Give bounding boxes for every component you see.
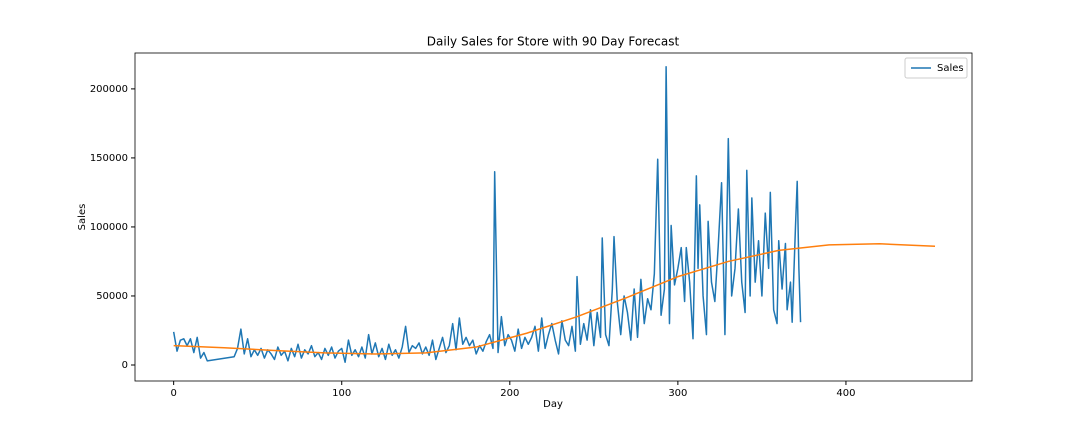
x-tick-label: 100 [332, 388, 351, 399]
y-axis-label: Sales [77, 204, 88, 231]
x-tick-label: 200 [500, 388, 519, 399]
y-tick-label: 200000 [90, 84, 128, 95]
x-tick-label: 400 [836, 388, 855, 399]
x-tick-label: 0 [170, 388, 176, 399]
y-tick-label: 0 [122, 360, 128, 371]
legend-label: Sales [937, 63, 964, 74]
line [172, 66, 802, 363]
y-tick-label: 150000 [90, 153, 128, 164]
x-axis-label: Day [543, 399, 563, 410]
x-tick-label: 300 [668, 388, 687, 399]
plot-frame [134, 52, 973, 382]
y-tick-label: 100000 [90, 222, 128, 233]
line [173, 243, 936, 355]
chart-title: Daily Sales for Store with 90 Day Foreca… [427, 35, 680, 49]
legend-box [904, 57, 968, 79]
y-tick-label: 50000 [96, 291, 128, 302]
